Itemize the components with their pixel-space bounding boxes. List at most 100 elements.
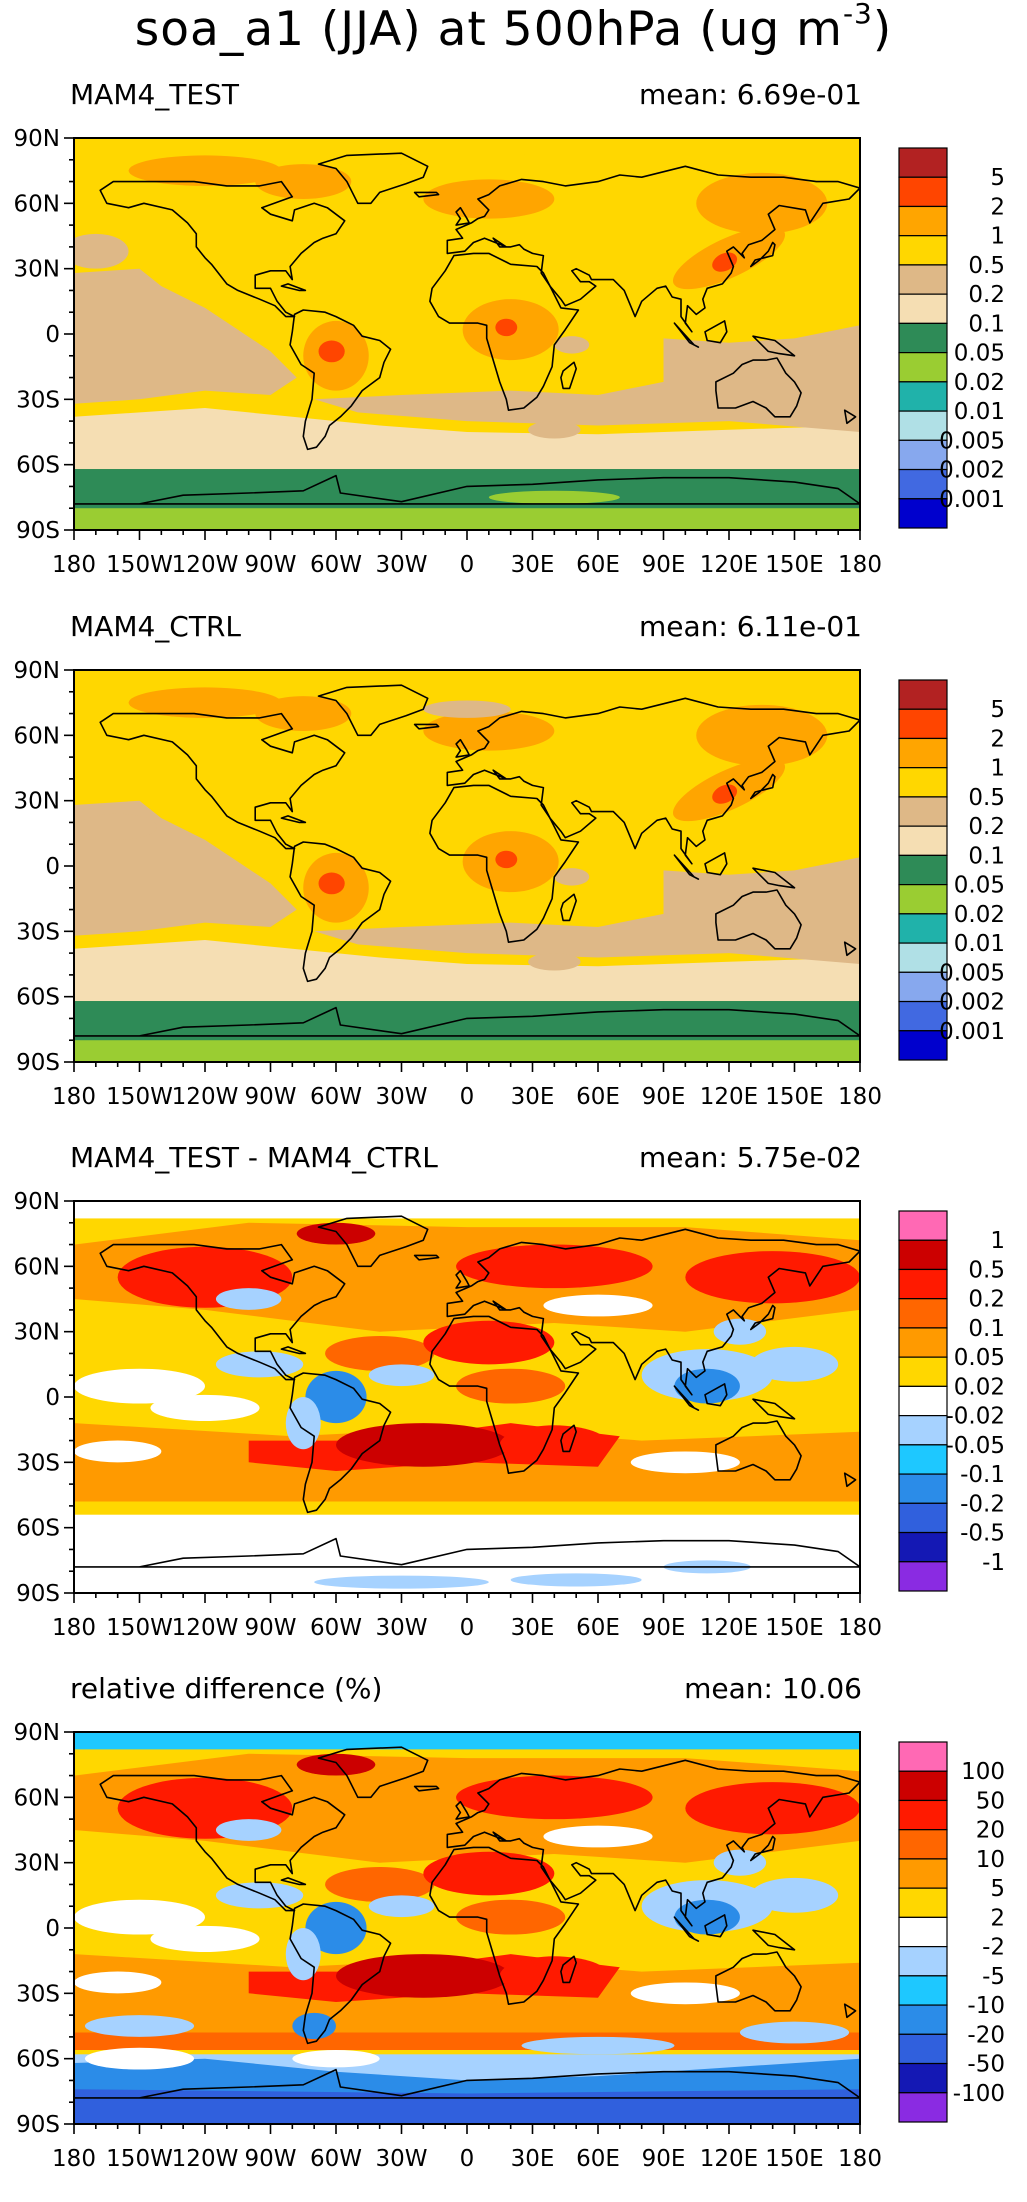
legend-label: 0.05 <box>954 873 1005 899</box>
x-tick-label: 90E <box>642 2146 686 2172</box>
field-blob <box>84 2015 195 2037</box>
field-blob <box>314 1575 489 1589</box>
x-tick-label: 180 <box>52 552 96 578</box>
contour-field <box>74 1732 860 2124</box>
x-tick-label: 90W <box>244 552 296 578</box>
coastlines <box>74 1746 860 2099</box>
x-tick-label: 180 <box>838 1084 882 1110</box>
legend-swatch <box>898 1415 948 1446</box>
legend-swatch <box>898 352 948 383</box>
coastline <box>413 723 440 730</box>
legend-swatch <box>898 1239 948 1271</box>
coastlines <box>74 1215 860 1568</box>
contour-field <box>74 138 860 530</box>
legend-swatch <box>898 737 948 769</box>
field-blob <box>292 1518 380 1537</box>
legend-swatch <box>898 410 948 441</box>
field-blob <box>74 1440 162 1463</box>
contour-field <box>74 670 860 1062</box>
legend-label: 1 <box>990 224 1005 250</box>
coastline <box>446 165 860 333</box>
panel-title: relative difference (%) <box>70 1672 383 1705</box>
field-blob <box>456 1368 566 1404</box>
legend-swatch <box>898 1770 948 1802</box>
coastline <box>446 1759 860 1927</box>
legend-label: -0.5 <box>960 1521 1005 1547</box>
coastline <box>455 206 470 226</box>
legend-swatch <box>898 1946 948 1977</box>
x-tick-label: 180 <box>838 552 882 578</box>
legend-swatch <box>898 264 948 295</box>
field-blob <box>423 1851 555 1896</box>
legend-swatch <box>898 468 948 500</box>
field-blob <box>423 700 511 718</box>
y-tick-label: 60S <box>16 985 60 1011</box>
coastline <box>752 867 796 889</box>
coastline <box>752 1929 796 1951</box>
x-tick-label: 30E <box>511 2146 555 2172</box>
legend-swatch <box>898 205 948 237</box>
panel-ctrl: MAM4_CTRL mean: 6.11e-01 180 150W 120W 90W 6… <box>0 610 1027 1140</box>
panel-mean: mean: 6.69e-01 <box>638 78 862 111</box>
field-blob <box>368 1364 435 1387</box>
coastline <box>752 1398 796 1420</box>
coastline <box>413 1785 440 1792</box>
x-tick-label: 60W <box>310 1084 362 1110</box>
x-tick-label: 0 <box>460 2146 475 2172</box>
y-tick-label: 90S <box>16 2112 60 2138</box>
coastline <box>429 784 580 943</box>
panel-mean: mean: 5.75e-02 <box>638 1141 862 1174</box>
y-tick-label: 60N <box>14 1785 60 1811</box>
legend-label: 50 <box>976 1788 1005 1814</box>
x-tick-label: 150E <box>765 552 823 578</box>
legend-swatch <box>898 1210 948 1241</box>
coastline <box>455 738 470 758</box>
coastlines <box>74 684 860 1037</box>
panel-title: MAM4_TEST <box>70 78 239 111</box>
y-tick-label: 90N <box>14 126 60 152</box>
legend: 5 2 1 0.5 0.2 0.1 0.05 0.02 0.01 0.005 0.002 0.001 <box>898 147 1005 529</box>
field-blob <box>554 336 590 354</box>
x-tick-label: 180 <box>52 1084 96 1110</box>
coastline <box>446 1228 860 1396</box>
y-tick-label: 90S <box>16 1050 60 1076</box>
field-blob <box>543 1294 653 1317</box>
x-tick-label: 180 <box>52 2146 96 2172</box>
y-tick-label: 30N <box>14 1320 60 1346</box>
field-blob <box>285 1928 321 1981</box>
coastline <box>715 357 802 418</box>
field-blob <box>215 1288 282 1310</box>
field-blob <box>215 1882 304 1909</box>
field-blob <box>495 318 518 337</box>
legend-label: 10 <box>976 1847 1005 1873</box>
x-tick-label: 180 <box>52 1615 96 1641</box>
legend-swatch <box>898 1561 948 1592</box>
x-tick-label: 30E <box>511 1615 555 1641</box>
y-tick-label: 60N <box>14 191 60 217</box>
field-blob <box>296 1753 376 1776</box>
legend-swatch <box>898 854 948 886</box>
x-tick-label: 180 <box>838 1615 882 1641</box>
x-tick-label: 0 <box>460 1084 475 1110</box>
coastline <box>99 1774 346 1912</box>
x-tick-label: 90W <box>244 1084 296 1110</box>
x-tick-label: 150W <box>106 1084 173 1110</box>
legend-label: 1 <box>990 756 1005 782</box>
legend-label: 0.01 <box>954 399 1005 425</box>
field-blob <box>150 1394 260 1421</box>
x-tick-label: 90E <box>642 1615 686 1641</box>
coastline <box>704 1914 728 1938</box>
field-blob <box>488 490 620 504</box>
field-blob <box>510 1573 642 1587</box>
legend-swatch <box>898 1975 948 2006</box>
legend-swatch <box>898 825 948 856</box>
legend-swatch <box>898 2062 948 2094</box>
field-blob <box>318 872 345 895</box>
legend-label: 100 <box>961 1759 1005 1785</box>
field-blob <box>499 1425 609 1465</box>
panel-title: MAM4_TEST - MAM4_CTRL <box>70 1141 438 1174</box>
coastline <box>843 2003 857 2019</box>
legend-label: -2 <box>982 1935 1005 1961</box>
